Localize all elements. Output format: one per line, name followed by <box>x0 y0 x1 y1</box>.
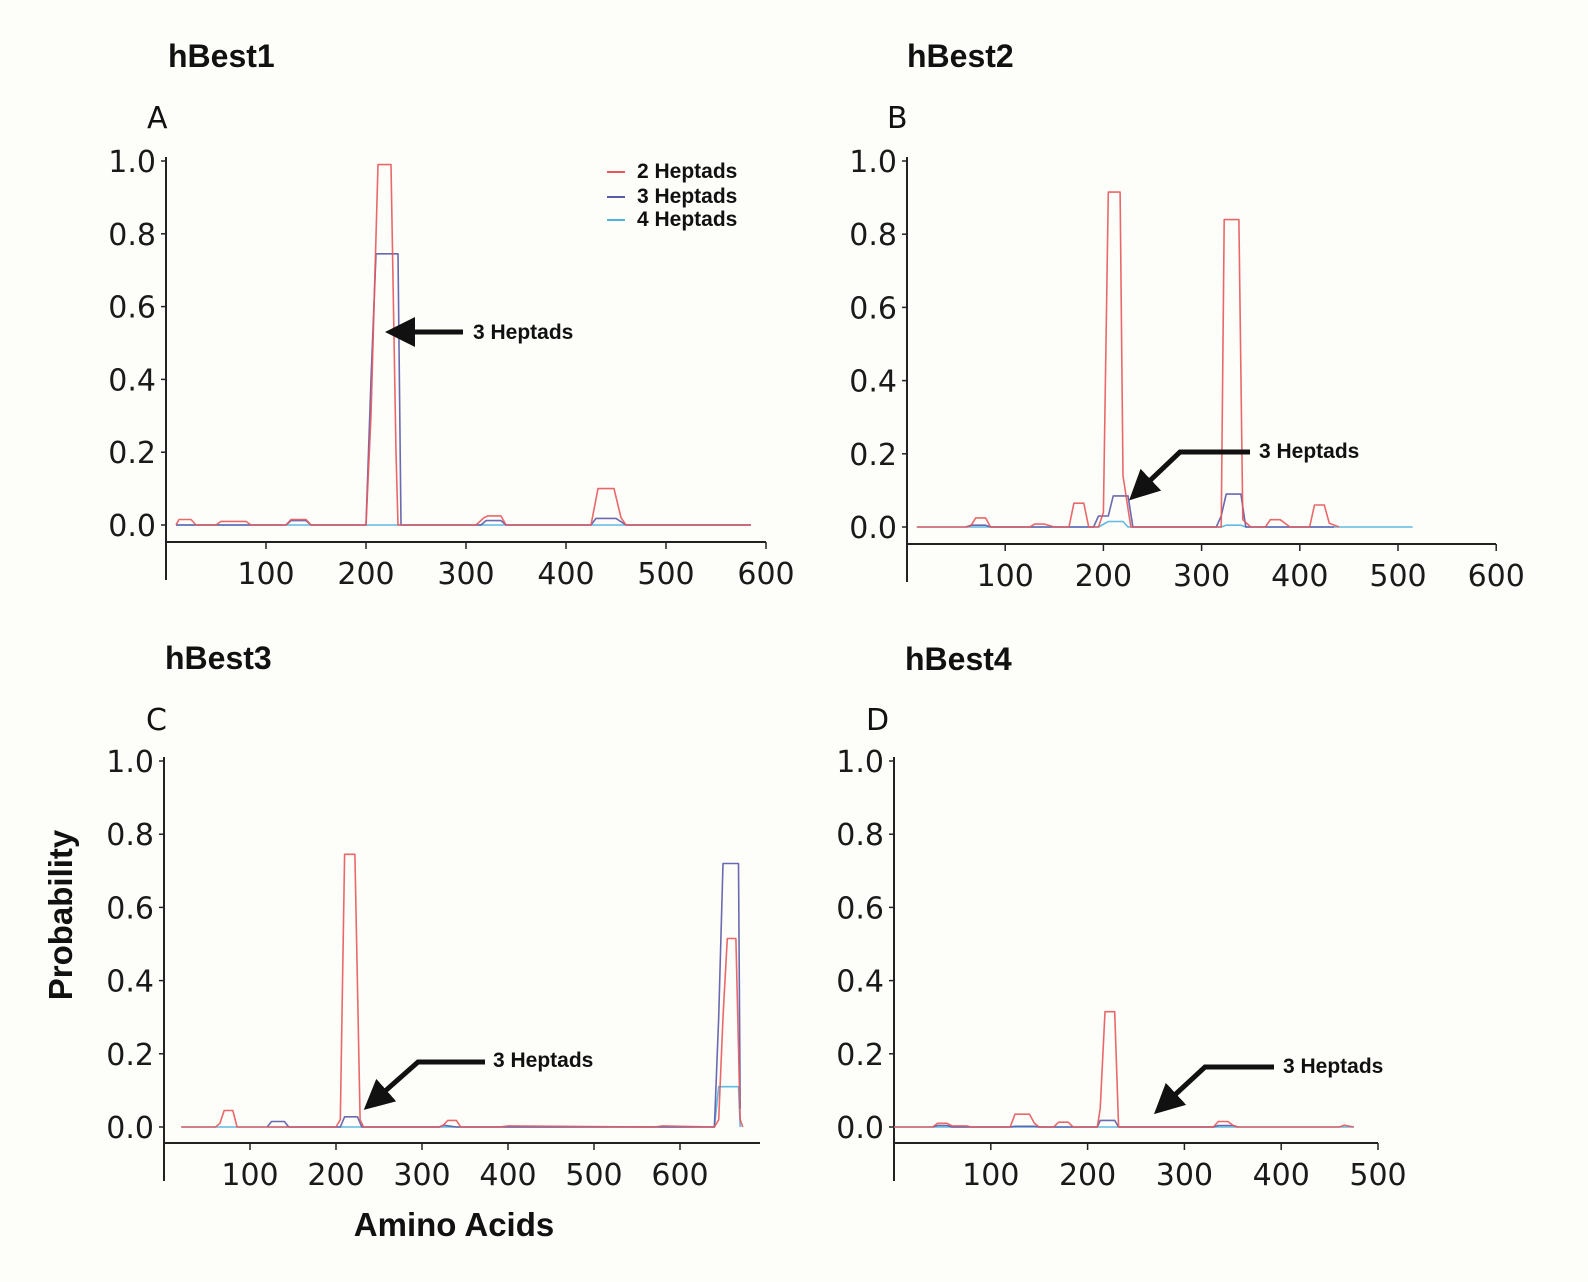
panel-title: hBest4 <box>905 641 1012 677</box>
panel-letter: D <box>866 703 889 738</box>
y-tick-label: 0.0 <box>108 509 156 544</box>
panel-c: hBest3 C 0.0 0.2 0.4 0.6 0.8 1.0 100 200 300 400 5… <box>42 640 760 1243</box>
x-tick-label: 300 <box>1156 1158 1213 1193</box>
y-tick-label: 0.2 <box>849 438 897 473</box>
y-tick-label: 0.8 <box>849 218 897 253</box>
panel-b: hBest2 B 0.0 0.2 0.4 0.6 0.8 1.0 100 200 300 400 5… <box>849 38 1525 594</box>
x-tick-label: 600 <box>1468 559 1525 594</box>
y-tick-label: 0.0 <box>106 1111 154 1146</box>
x-tick-label: 100 <box>977 559 1034 594</box>
annotation: 3 Heptads <box>363 1049 593 1110</box>
panel-letter: C <box>146 703 167 738</box>
x-tick-label: 500 <box>1349 1158 1406 1193</box>
panel-title: hBest1 <box>168 38 275 74</box>
x-tick-label: 300 <box>437 557 494 592</box>
plot-area: 0.0 0.2 0.4 0.6 0.8 1.0 100 200 300 400 500 600 <box>106 745 760 1193</box>
x-tick-label: 200 <box>337 557 394 592</box>
series-line-2-heptads <box>181 853 744 1128</box>
x-tick-label: 200 <box>1075 559 1132 594</box>
series-line-4-heptads <box>181 1085 741 1128</box>
y-tick-label: 0.6 <box>849 291 897 326</box>
y-tick-label: 0.2 <box>108 436 156 471</box>
x-tick-label: 200 <box>307 1158 364 1193</box>
series-line-3-heptads <box>932 1119 1238 1128</box>
panel-letter: A <box>147 101 168 136</box>
y-tick-label: 0.8 <box>106 818 154 853</box>
y-tick-label: 0.0 <box>849 511 897 546</box>
annotation-label: 3 Heptads <box>473 321 573 344</box>
y-axis-title: Probability <box>42 829 79 1000</box>
panel-a: hBest1 A 0.0 0.2 0.4 0.6 0.8 1.0 100 200 300 400 5… <box>108 38 794 592</box>
x-tick-label: 500 <box>565 1158 622 1193</box>
y-tick-label: 0.2 <box>836 1038 884 1073</box>
y-tick-label: 0.4 <box>106 965 154 1000</box>
plot-area: 0.0 0.2 0.4 0.6 0.8 1.0 100 200 300 400 500 600 <box>108 145 794 592</box>
x-tick-label: 500 <box>1369 559 1426 594</box>
y-tick-label: 0.2 <box>106 1038 154 1073</box>
annotation-label: 3 Heptads <box>1283 1055 1383 1078</box>
x-tick-label: 100 <box>221 1158 278 1193</box>
x-axis-title: Amino Acids <box>354 1206 554 1243</box>
series-line-2-heptads <box>894 1010 1354 1128</box>
y-tick-label: 0.8 <box>108 218 156 253</box>
legend-label: 4 Heptads <box>637 208 737 231</box>
legend: 2 Heptads 3 Heptads 4 Heptads <box>607 160 737 231</box>
y-tick-label: 0.6 <box>108 291 156 326</box>
legend-label: 3 Heptads <box>637 185 737 208</box>
series-line-3-heptads <box>965 493 1335 528</box>
annotation: 3 Heptads <box>385 317 573 347</box>
panel-title: hBest2 <box>907 38 1014 74</box>
annotation-arrow <box>1129 449 1250 501</box>
y-tick-label: 0.4 <box>849 365 897 400</box>
x-tick-label: 600 <box>651 1158 708 1193</box>
x-tick-label: 200 <box>1059 1158 1116 1193</box>
panel-title: hBest3 <box>165 640 272 676</box>
y-tick-label: 1.0 <box>108 145 156 180</box>
x-tick-label: 300 <box>393 1158 450 1193</box>
x-tick-label: 400 <box>537 557 594 592</box>
series-line-3-heptads <box>266 862 741 1128</box>
annotation: 3 Heptads <box>1129 440 1359 501</box>
series-line-2-heptads <box>175 163 751 526</box>
x-tick-label: 400 <box>1271 559 1328 594</box>
series-line-3-heptads <box>176 253 751 526</box>
y-tick-label: 1.0 <box>836 745 884 780</box>
x-tick-label: 600 <box>737 557 794 592</box>
y-tick-label: 1.0 <box>106 745 154 780</box>
annotation-label: 3 Heptads <box>1259 440 1359 463</box>
plot-area: 0.0 0.2 0.4 0.6 0.8 1.0 100 200 300 400 500 600 <box>849 145 1525 594</box>
y-tick-label: 1.0 <box>849 145 897 180</box>
x-tick-label: 500 <box>637 557 694 592</box>
x-tick-label: 100 <box>962 1158 1019 1193</box>
y-tick-label: 0.4 <box>108 363 156 398</box>
x-tick-label: 400 <box>1253 1158 1310 1193</box>
y-tick-label: 0.6 <box>106 891 154 926</box>
annotation: 3 Heptads <box>1153 1055 1383 1115</box>
y-tick-label: 0.4 <box>836 965 884 1000</box>
x-tick-label: 300 <box>1173 559 1230 594</box>
panel-d: hBest4 D 0.0 0.2 0.4 0.6 0.8 1.0 100 200 300 400 5… <box>836 641 1406 1193</box>
annotation-arrow <box>363 1059 485 1110</box>
legend-label: 2 Heptads <box>637 160 737 183</box>
y-tick-label: 0.6 <box>836 891 884 926</box>
x-tick-label: 100 <box>237 557 294 592</box>
plot-area: 0.0 0.2 0.4 0.6 0.8 1.0 100 200 300 400 500 <box>836 745 1406 1193</box>
annotation-arrow <box>1153 1064 1274 1115</box>
x-tick-label: 400 <box>479 1158 536 1193</box>
y-tick-label: 0.8 <box>836 818 884 853</box>
panel-letter: B <box>887 101 908 136</box>
series-line-2-heptads <box>916 191 1340 528</box>
annotation-label: 3 Heptads <box>493 1049 593 1072</box>
y-tick-label: 0.0 <box>836 1111 884 1146</box>
